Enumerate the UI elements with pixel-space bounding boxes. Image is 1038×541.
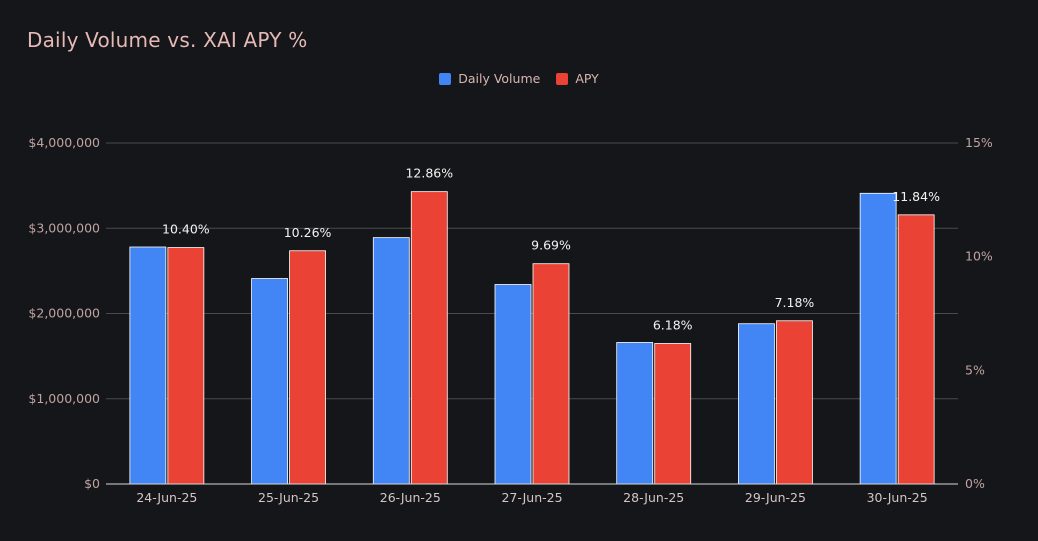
data-label-apy: 7.18% — [775, 295, 815, 310]
x-tick-label: 26-Jun-25 — [380, 490, 441, 505]
bar-daily-volume[interactable] — [494, 284, 532, 485]
bar-apy[interactable] — [897, 214, 935, 485]
legend-swatch-daily-volume — [439, 72, 452, 85]
y-left-tick-label: $1,000,000 — [28, 391, 100, 406]
data-label-apy: 6.18% — [653, 318, 693, 333]
legend-item-apy[interactable]: APY — [556, 71, 599, 86]
bar-daily-volume[interactable] — [129, 246, 167, 485]
x-tick-label: 27-Jun-25 — [501, 490, 562, 505]
y-left-tick-label: $0 — [84, 476, 100, 491]
bar-apy[interactable] — [532, 263, 570, 485]
bar-daily-volume[interactable] — [616, 342, 654, 485]
x-tick-label: 25-Jun-25 — [258, 490, 319, 505]
x-tick-label: 30-Jun-25 — [867, 490, 928, 505]
bar-apy[interactable] — [776, 320, 813, 485]
y-left-tick-label: $4,000,000 — [28, 135, 100, 150]
legend-item-daily-volume[interactable]: Daily Volume — [439, 71, 540, 86]
x-tick-label: 24-Jun-25 — [136, 490, 197, 505]
x-tick-label: 29-Jun-25 — [745, 490, 806, 505]
legend: Daily Volume APY — [0, 71, 1038, 86]
data-label-apy: 12.86% — [405, 166, 453, 181]
data-label-apy: 11.84% — [892, 189, 940, 204]
bar-apy[interactable] — [654, 343, 692, 485]
bar-apy[interactable] — [289, 250, 326, 485]
y-right-tick-label: 10% — [965, 249, 993, 264]
y-right-tick-label: 0% — [965, 476, 985, 491]
y-left-tick-label: $3,000,000 — [28, 220, 100, 235]
data-label-apy: 9.69% — [531, 238, 571, 253]
bar-apy[interactable] — [167, 247, 205, 485]
y-right-tick-label: 15% — [965, 135, 993, 150]
bar-daily-volume[interactable] — [859, 192, 897, 485]
legend-label-daily-volume: Daily Volume — [458, 71, 541, 86]
data-label-apy: 10.26% — [284, 225, 332, 240]
x-tick-label: 28-Jun-25 — [623, 490, 684, 505]
bar-daily-volume[interactable] — [738, 323, 775, 485]
y-left-tick-label: $2,000,000 — [28, 306, 100, 321]
data-label-apy: 10.40% — [162, 222, 210, 237]
y-right-tick-label: 5% — [965, 362, 985, 377]
legend-label-apy: APY — [575, 71, 599, 86]
bar-daily-volume[interactable] — [372, 237, 410, 485]
legend-swatch-apy — [556, 72, 569, 85]
bar-apy[interactable] — [410, 191, 448, 485]
chart-title: Daily Volume vs. XAI APY % — [27, 28, 308, 52]
bar-daily-volume[interactable] — [251, 278, 288, 485]
